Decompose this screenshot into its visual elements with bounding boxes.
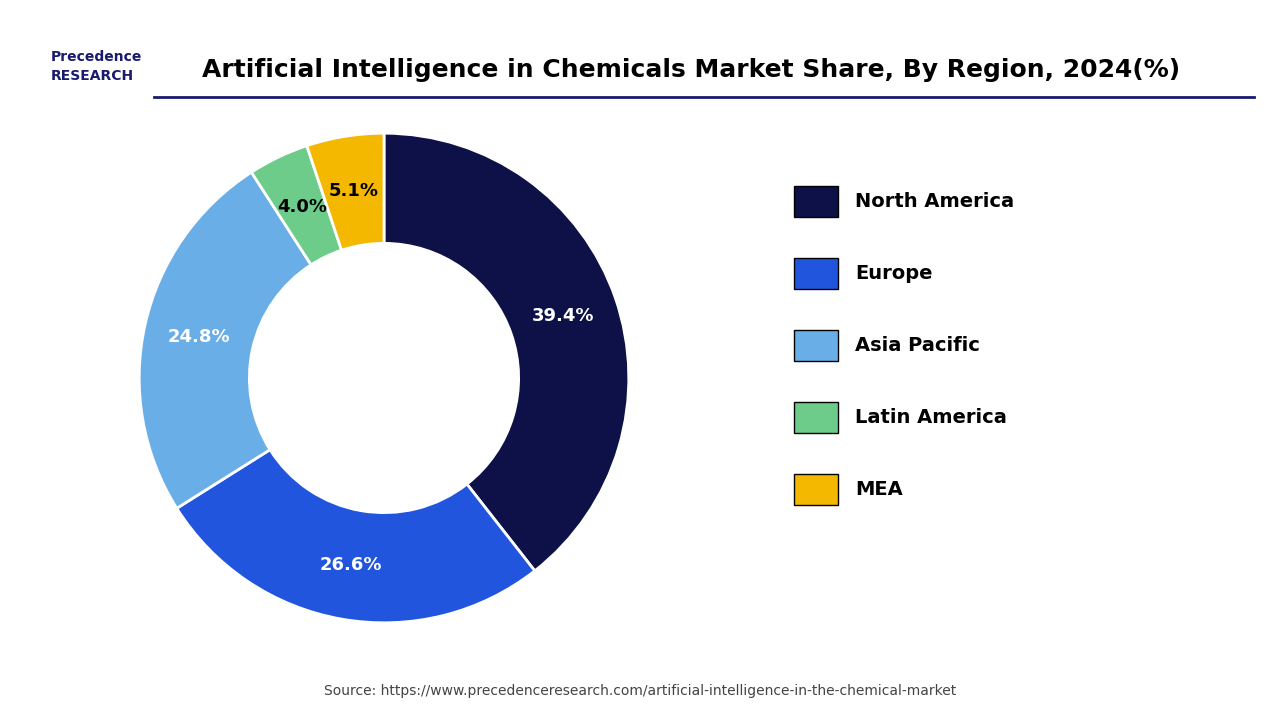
Text: 39.4%: 39.4% bbox=[532, 307, 595, 325]
Text: MEA: MEA bbox=[855, 480, 902, 499]
Wedge shape bbox=[251, 145, 342, 265]
Text: Latin America: Latin America bbox=[855, 408, 1007, 427]
Text: Asia Pacific: Asia Pacific bbox=[855, 336, 980, 355]
Text: 26.6%: 26.6% bbox=[320, 556, 383, 574]
Text: North America: North America bbox=[855, 192, 1014, 211]
Wedge shape bbox=[177, 450, 535, 623]
Wedge shape bbox=[384, 133, 628, 571]
Text: 24.8%: 24.8% bbox=[168, 328, 230, 346]
Wedge shape bbox=[307, 133, 384, 251]
Text: 4.0%: 4.0% bbox=[276, 198, 328, 216]
Text: Artificial Intelligence in Chemicals Market Share, By Region, 2024(%): Artificial Intelligence in Chemicals Mar… bbox=[202, 58, 1180, 81]
Text: 5.1%: 5.1% bbox=[329, 181, 379, 199]
Text: Europe: Europe bbox=[855, 264, 933, 283]
Text: Precedence
RESEARCH: Precedence RESEARCH bbox=[51, 50, 142, 83]
Wedge shape bbox=[140, 172, 311, 508]
Text: Source: https://www.precedenceresearch.com/artificial-intelligence-in-the-chemic: Source: https://www.precedenceresearch.c… bbox=[324, 685, 956, 698]
